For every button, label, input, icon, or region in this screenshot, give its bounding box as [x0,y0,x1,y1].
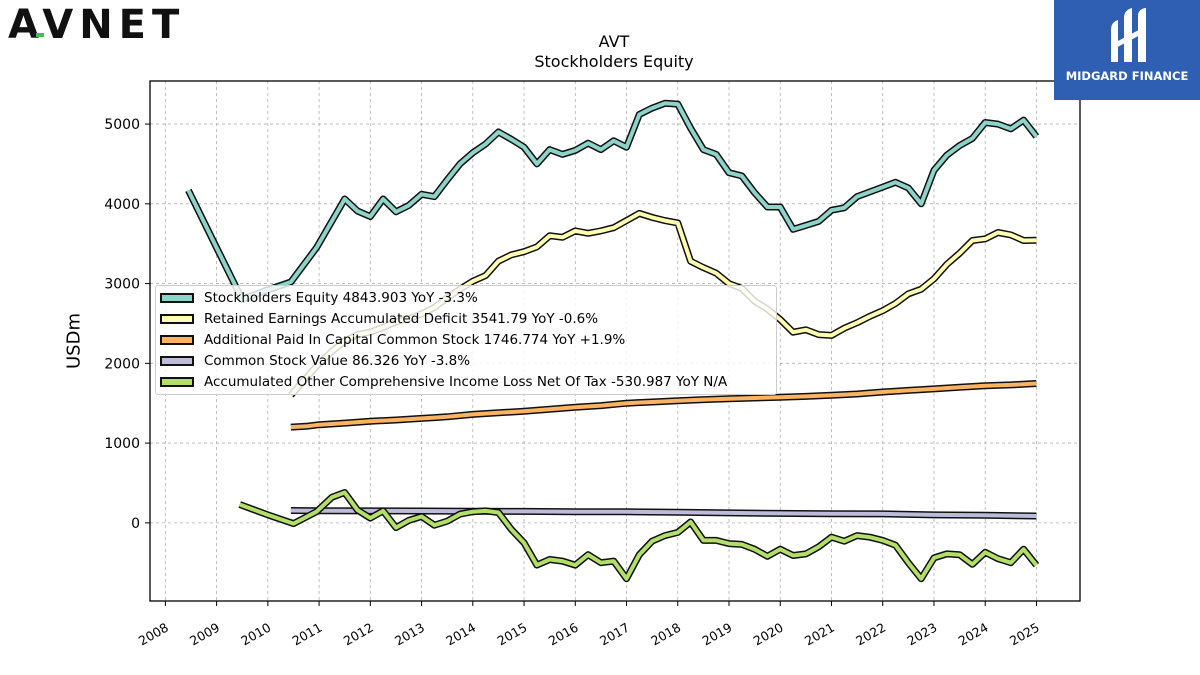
series-line-0 [186,101,1038,302]
legend-label: Stockholders Equity 4843.903 YoY -3.3% [204,290,478,306]
x-tick-label: 2020 [751,620,786,649]
legend-label: Additional Paid In Capital Common Stock … [204,332,626,348]
series-line-3 [290,508,1037,518]
legend-label: Accumulated Other Comprehensive Income L… [204,374,728,390]
x-tick-label: 2024 [956,620,991,649]
legend-swatch [160,377,194,387]
x-tick-label: 2008 [136,620,171,649]
x-tick-label: 2013 [392,620,427,649]
y-tick-label: 4000 [104,197,140,213]
avnet-logo-accent [36,33,44,37]
series-outline-0 [185,99,1040,303]
legend: Stockholders Equity 4843.903 YoY -3.3% R… [155,285,777,395]
legend-label: Retained Earnings Accumulated Deficit 35… [204,311,599,327]
series-outline-4 [238,489,1040,583]
series-line-4 [239,490,1038,581]
midgard-emblem-icon [1111,8,1146,62]
x-tick-label: 2022 [853,620,888,649]
midgard-finance-badge: MIDGARD FINANCE [1054,0,1200,100]
x-tick-label: 2011 [290,620,325,649]
x-tick-label: 2019 [699,620,734,649]
chart-subtitle: Stockholders Equity [534,52,694,71]
x-tick-label: 2015 [494,620,529,649]
legend-swatch [160,356,194,366]
x-tick-label: 2016 [546,620,581,649]
y-tick-label: 1000 [104,436,140,452]
y-axis-label: USDm [63,313,85,369]
legend-swatch [160,314,194,324]
x-tick-label: 2018 [648,620,683,649]
x-tick-label: 2012 [341,620,376,649]
series-layer [185,99,1040,583]
legend-swatch [160,293,194,303]
x-tick-label: 2010 [238,620,273,649]
y-tick-label: 5000 [104,117,140,133]
avnet-logo: AVNET [8,2,186,48]
x-tick-label: 2023 [904,620,939,649]
y-tick-label: 2000 [104,356,140,372]
x-tick-label: 2021 [802,620,837,649]
legend-label: Common Stock Value 86.326 YoY -3.8% [204,353,471,369]
x-tick-label: 2014 [443,620,478,649]
series-line-2 [290,381,1037,430]
y-tick-label: 0 [131,516,140,532]
y-tick-label: 3000 [104,277,140,293]
x-tick-label: 2025 [1007,620,1042,649]
plot-frame [149,80,1081,602]
badge-label: MIDGARD FINANCE [1065,69,1189,83]
chart-title: AVT [598,32,630,51]
x-tick-label: 2009 [187,620,222,649]
legend-swatch [160,335,194,345]
x-tick-label: 2017 [597,620,632,649]
